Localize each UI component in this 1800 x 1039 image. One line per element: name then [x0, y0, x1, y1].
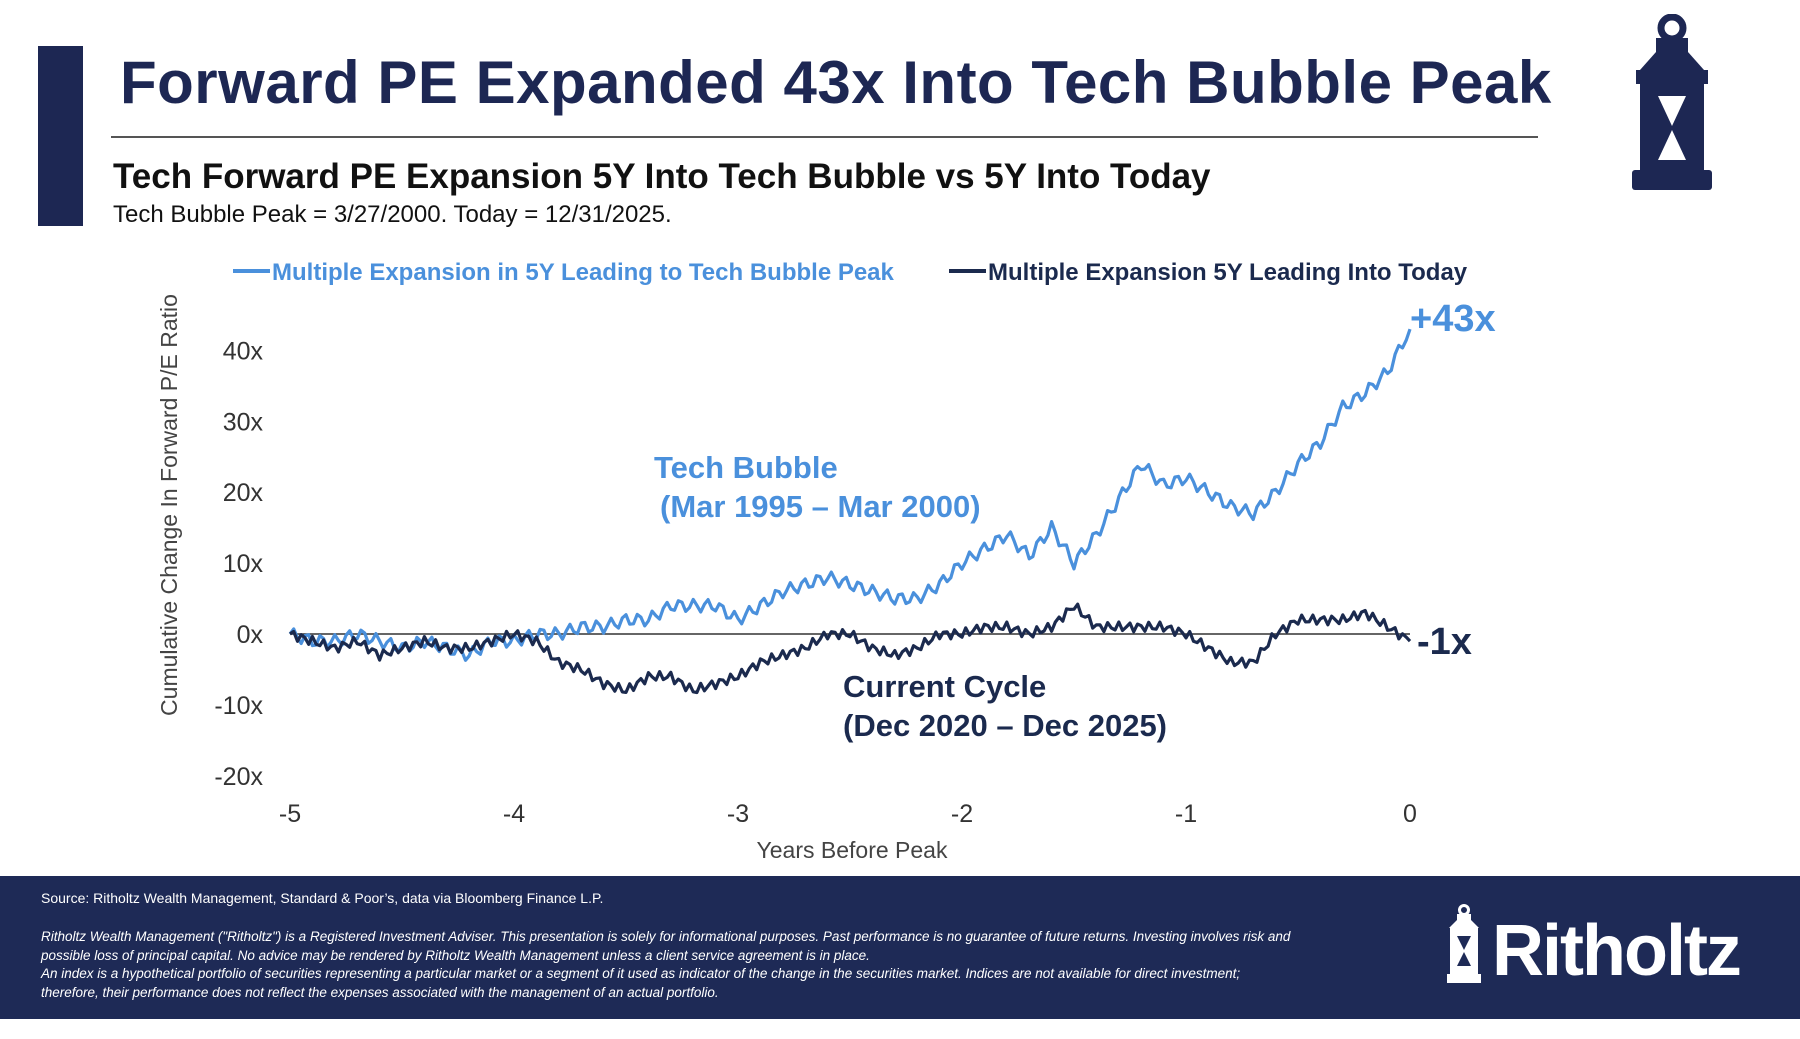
chart-note: Tech Bubble Peak = 3/27/2000. Today = 12…: [113, 201, 672, 228]
y-tick-label: -10x: [214, 692, 263, 720]
end-label-bubble: +43x: [1410, 298, 1496, 340]
lantern-icon: [1632, 14, 1712, 190]
footer: Source: Ritholtz Wealth Management, Stan…: [0, 876, 1800, 1019]
y-tick-label: -20x: [214, 763, 263, 791]
x-tick-label: -3: [727, 800, 749, 828]
legend-label-bubble: Multiple Expansion in 5Y Leading to Tech…: [272, 259, 895, 286]
logo-lantern-icon: [1447, 904, 1481, 983]
annotation-current-cycle: Current Cycle: [843, 669, 1046, 704]
chart-subtitle: Tech Forward PE Expansion 5Y Into Tech B…: [113, 157, 1211, 196]
annotation-current-cycle-range: (Dec 2020 – Dec 2025): [843, 708, 1167, 743]
x-tick-label: -2: [951, 800, 973, 828]
x-axis-label: Years Before Peak: [757, 837, 948, 863]
y-tick-label: 40x: [223, 337, 264, 365]
source-note: Source: Ritholtz Wealth Management, Stan…: [41, 890, 604, 906]
annotation-tech-bubble-range: (Mar 1995 – Mar 2000): [660, 489, 981, 524]
pe-expansion-chart: Multiple Expansion in 5Y Leading to Tech…: [156, 259, 1496, 863]
disclaimer: Ritholtz Wealth Management ("Ritholtz") …: [41, 928, 1401, 1002]
x-tick-label: -4: [503, 800, 525, 828]
end-label-today: -1x: [1417, 621, 1472, 663]
accent-bar: [38, 46, 83, 226]
x-tick-label: -5: [279, 800, 301, 828]
disclaimer-line: An index is a hypothetical portfolio of …: [41, 966, 1241, 981]
ritholtz-logo: Ritholtz: [1444, 904, 1742, 991]
series-line-today: [289, 602, 1412, 695]
legend: Multiple Expansion in 5Y Leading to Tech…: [233, 259, 1468, 286]
page-title: Forward PE Expanded 43x Into Tech Bubble…: [120, 49, 1552, 116]
y-tick-label: 30x: [223, 408, 264, 436]
series-line-tech-bubble: [288, 328, 1412, 662]
x-tick-label: 0: [1403, 800, 1417, 828]
x-tick-label: -1: [1175, 800, 1197, 828]
title-divider: [111, 136, 1538, 138]
y-tick-label: 0x: [237, 621, 264, 649]
y-tick-label: 10x: [223, 550, 264, 578]
legend-label-today: Multiple Expansion 5Y Leading Into Today: [988, 259, 1468, 286]
disclaimer-line: possible loss of principal capital. No a…: [41, 947, 870, 963]
disclaimer-line: therefore, their performance does not re…: [41, 984, 719, 1000]
logo-text: Ritholtz: [1492, 911, 1742, 991]
annotation-tech-bubble: Tech Bubble: [654, 450, 838, 485]
disclaimer-line: Ritholtz Wealth Management ("Ritholtz") …: [41, 929, 1291, 944]
y-tick-label: 20x: [223, 479, 264, 507]
y-axis-label: Cumulative Change In Forward P/E Ratio: [156, 294, 182, 716]
